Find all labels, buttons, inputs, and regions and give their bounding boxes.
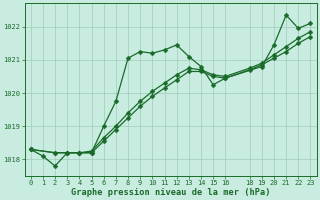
X-axis label: Graphe pression niveau de la mer (hPa): Graphe pression niveau de la mer (hPa) bbox=[71, 188, 270, 197]
